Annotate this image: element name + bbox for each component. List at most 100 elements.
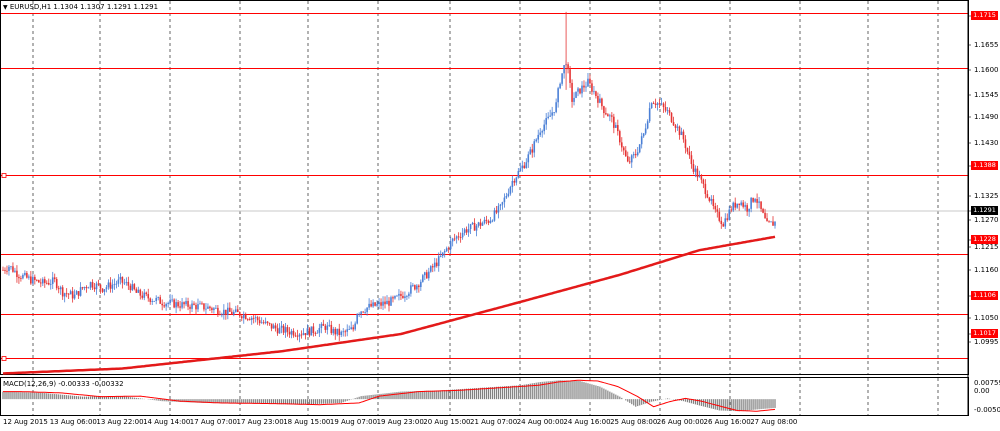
candle (762, 207, 764, 214)
candle (372, 299, 374, 308)
candle (501, 201, 504, 210)
candle (71, 287, 74, 303)
price-label: 1.1270 (974, 216, 999, 224)
candle (288, 327, 291, 338)
candle (207, 303, 209, 310)
candle (451, 237, 454, 247)
candle (322, 319, 325, 326)
time-label: 25 Aug 08:00 (610, 418, 658, 426)
candle (640, 132, 643, 149)
candle (449, 236, 452, 254)
candle (696, 165, 699, 181)
collapse-triangle-icon[interactable]: ▼ (3, 4, 8, 11)
candle (388, 297, 390, 312)
candle (300, 330, 303, 339)
candle (620, 137, 623, 152)
candle (543, 119, 545, 135)
candle (690, 150, 693, 169)
candle (605, 107, 607, 116)
candle (123, 278, 126, 286)
time-label: 18 Aug 15:00 (283, 418, 331, 426)
candle (310, 326, 313, 336)
candle (115, 280, 118, 289)
candlesticks (2, 11, 776, 343)
candle (250, 316, 253, 325)
candle (342, 328, 345, 337)
candle (515, 176, 518, 186)
candle (187, 297, 189, 311)
candle (344, 329, 347, 337)
level-anchor[interactable] (1, 356, 7, 361)
candle (674, 124, 677, 133)
candle (712, 195, 715, 210)
candle (650, 102, 653, 109)
candle (457, 232, 460, 241)
candle (340, 330, 343, 338)
time-label: 26 Aug 16:00 (703, 418, 751, 426)
candle (561, 73, 563, 86)
candle (382, 296, 384, 310)
time-label: 13 Aug 22:00 (96, 418, 144, 426)
candle (139, 288, 142, 300)
price-label: 1.1655 (974, 41, 999, 49)
horizontal-levels[interactable] (1, 13, 968, 361)
candle (660, 97, 663, 106)
candle (161, 299, 163, 311)
candle (537, 129, 540, 144)
candle (768, 220, 770, 223)
candle (374, 302, 376, 307)
candle (437, 252, 440, 272)
candle (45, 280, 48, 285)
candle (326, 322, 329, 335)
candle (599, 93, 601, 104)
candle (636, 147, 639, 157)
candle (55, 277, 58, 291)
candle (346, 324, 349, 337)
candle (236, 305, 239, 313)
candle (414, 284, 416, 291)
candle (441, 252, 444, 259)
candle (219, 310, 221, 316)
time-label: 19 Aug 23:00 (376, 418, 424, 426)
candle (567, 62, 569, 74)
candle (233, 309, 235, 317)
candle (607, 113, 609, 117)
candle (43, 276, 46, 288)
candle (47, 278, 50, 286)
time-label: 19 Aug 07:00 (329, 418, 378, 426)
candle (718, 207, 721, 223)
candle (75, 290, 78, 295)
candle (575, 91, 577, 99)
candle (772, 216, 774, 226)
candle (332, 326, 335, 336)
candle (95, 281, 98, 295)
candle (394, 295, 396, 300)
candle (429, 265, 432, 273)
candle (221, 312, 223, 318)
candle (234, 305, 237, 313)
candle (471, 221, 474, 225)
candle (557, 86, 559, 108)
candle (2, 266, 4, 271)
candle (14, 267, 16, 273)
candle (117, 274, 120, 287)
level-anchor[interactable] (1, 173, 7, 178)
time-label: 21 Aug 07:00 (470, 418, 518, 426)
candle (720, 216, 723, 229)
candle (473, 218, 476, 231)
candle (229, 302, 231, 312)
candle (73, 289, 76, 300)
candle (628, 156, 631, 165)
candle (26, 271, 28, 279)
axis-ticks (968, 15, 971, 343)
candle (246, 318, 249, 322)
candle (648, 102, 651, 123)
candle (366, 307, 368, 316)
candle (258, 316, 261, 326)
candle (505, 192, 508, 199)
candle (133, 283, 136, 291)
candle (400, 290, 402, 300)
candle (692, 159, 695, 175)
price-label: 1.1490 (974, 113, 999, 121)
